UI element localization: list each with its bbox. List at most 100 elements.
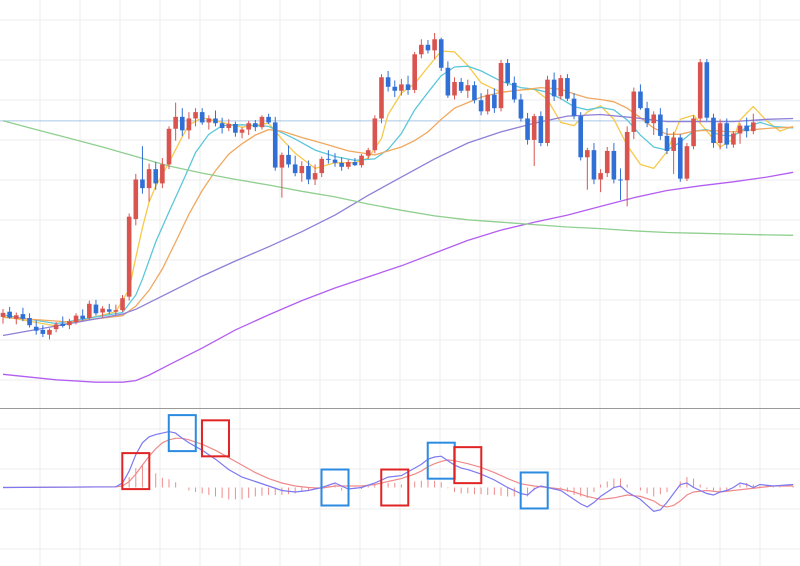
candle-body [677,137,683,179]
candle-body [126,216,132,297]
candle-body [120,298,125,311]
price-panel [0,0,800,408]
candle-body [565,78,570,99]
candle [60,316,66,328]
candle-body [598,173,603,180]
candle [239,127,245,139]
candle [591,143,597,185]
candle-body [345,162,351,167]
candle [531,113,537,166]
candle [585,147,590,190]
candle-body [100,308,105,313]
candle [179,108,185,136]
candle [186,112,192,140]
candle [106,303,112,315]
candle-body [399,84,404,91]
candle [691,115,696,150]
candle [438,37,444,71]
candle-body [193,112,198,119]
candle-body [498,63,504,109]
candle-body [0,312,6,317]
candle [704,59,710,121]
candle [365,147,371,159]
candle-body [33,326,39,331]
candle-body [133,179,139,220]
candle [266,113,271,125]
candle-body [551,79,557,97]
candle [166,126,172,170]
candle [511,76,517,103]
candle [47,328,52,340]
candle [684,143,690,182]
candle [219,117,225,134]
candle [53,322,59,333]
candle-body [312,173,318,180]
candle-body [392,86,398,91]
candle [133,173,139,226]
candle-body [478,100,484,112]
candle [392,80,398,98]
candle-body [246,123,251,130]
candle-body [173,116,178,129]
candle-body [445,67,451,96]
candle-body [419,44,424,55]
candle [518,93,524,122]
candle-body [365,150,371,156]
candle [538,111,544,147]
candle-body [704,62,710,118]
candle-body [306,165,311,180]
candle-body [611,150,617,180]
candle [751,113,756,135]
candle-body [219,123,225,128]
candle [352,158,358,166]
candle-body [326,158,331,160]
candle [472,81,477,104]
candle-body [272,122,278,168]
candle-body [199,112,205,123]
candle [651,111,657,136]
candle [7,306,12,319]
candle-body [160,164,165,184]
candle-body [518,99,524,119]
candle-body [571,98,577,117]
candle [153,162,159,190]
candle-body [53,324,59,330]
candle-body [206,118,212,123]
candle-body [239,129,245,133]
candle [120,295,125,312]
candle-body [724,123,730,145]
candle-body [20,314,26,319]
candle-body [166,128,172,165]
candle-body [578,116,583,158]
candle [412,51,417,94]
candle-body [525,118,530,140]
candle [744,117,749,138]
candle [87,300,92,320]
red-highlight-box [200,419,230,458]
candle [379,74,384,124]
candle [20,307,26,322]
candle-body [27,318,32,326]
candle [505,59,510,86]
candle [13,312,19,325]
candle [717,119,723,150]
candle [737,123,743,144]
candle-body [106,309,112,312]
candle-body [372,118,378,151]
candle-body [658,114,663,136]
candle [425,40,431,54]
blue-highlight-box [167,414,197,453]
candle-body [292,164,298,174]
candle [571,93,577,120]
candle [399,78,404,96]
candle-body [538,116,544,144]
candle-body [751,122,756,132]
candle [67,318,72,330]
candle-body [332,159,338,163]
candle-body [352,162,358,166]
ma-long-line [2,113,794,337]
candle [492,88,497,113]
candle-body [458,82,464,91]
candle [711,113,716,148]
candle-body [385,77,391,87]
